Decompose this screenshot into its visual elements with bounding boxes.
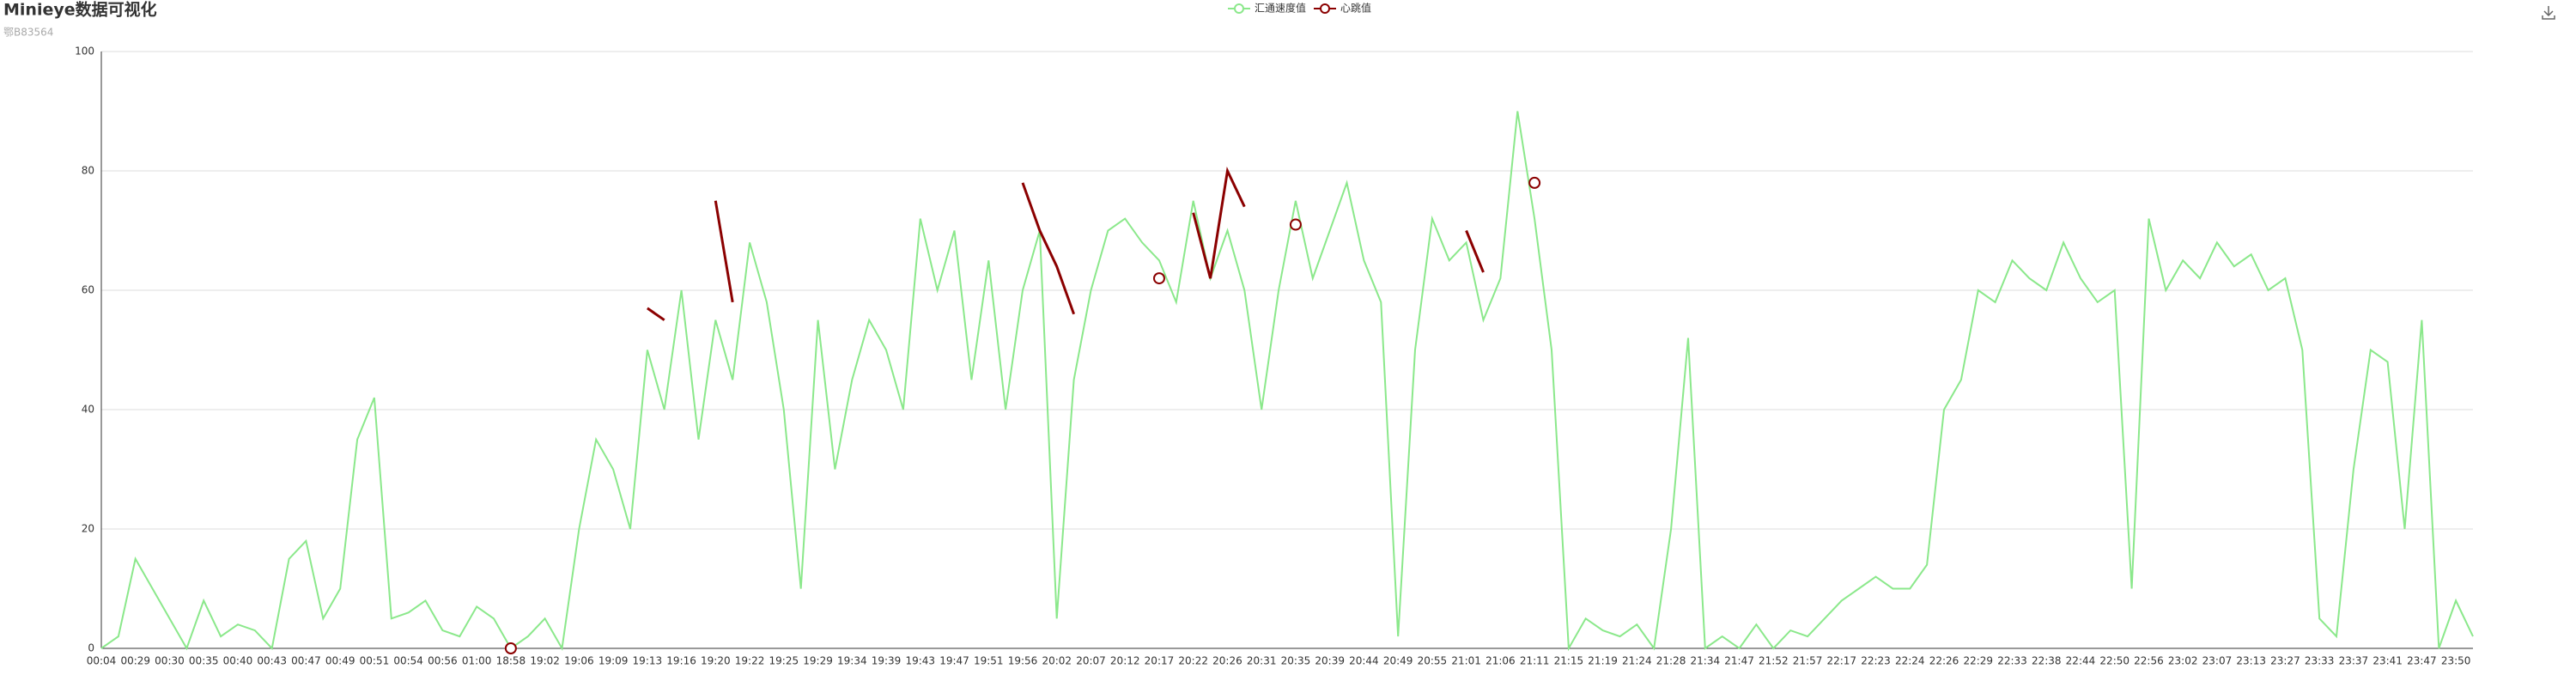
x-tick-label: 22:26: [1929, 655, 1959, 667]
point: [504, 642, 517, 654]
x-tick-label: 20:49: [1383, 655, 1413, 667]
chart-title: Minieye数据可视化: [3, 0, 157, 20]
x-tick-label: 19:47: [939, 655, 969, 667]
y-tick-label: 100: [75, 46, 94, 58]
x-tick-label: 23:47: [2407, 655, 2437, 667]
x-tick-label: 20:12: [1110, 655, 1140, 667]
x-tick-label: 19:29: [803, 655, 833, 667]
x-tick-label: 20:55: [1418, 655, 1448, 667]
x-tick-label: 00:35: [189, 655, 219, 667]
x-tick-label: 22:23: [1861, 655, 1891, 667]
x-tick-label: 20:02: [1042, 655, 1072, 667]
x-tick-label: 00:47: [291, 655, 321, 667]
series-line: [1465, 229, 1485, 273]
x-tick-label: 22:24: [1895, 655, 1925, 667]
legend-label: 汇通速度值: [1255, 2, 1306, 15]
x-tick-label: 20:39: [1315, 655, 1345, 667]
point: [1289, 218, 1302, 231]
x-tick-label: 21:47: [1724, 655, 1754, 667]
x-tick-label: 00:49: [325, 655, 355, 667]
x-tick-label: 00:51: [360, 655, 390, 667]
download-button[interactable]: [2542, 6, 2555, 20]
x-tick-label: 21:01: [1451, 655, 1481, 667]
x-tick-label: 22:44: [2066, 655, 2096, 667]
x-tick-label: 19:20: [701, 655, 731, 667]
x-tick-label: 22:17: [1826, 655, 1856, 667]
x-tick-label: 21:52: [1759, 655, 1789, 667]
x-tick-label: 22:33: [1997, 655, 2027, 667]
x-tick-label: 23:02: [2168, 655, 2198, 667]
x-tick-label: 23:41: [2372, 655, 2403, 667]
x-tick-label: 21:11: [1520, 655, 1550, 667]
x-tick-label: 22:29: [1963, 655, 1993, 667]
y-tick-label: 80: [82, 165, 94, 177]
x-tick-label: 19:16: [666, 655, 696, 667]
x-tick-label: 19:02: [530, 655, 560, 667]
x-tick-label: 00:54: [393, 655, 423, 667]
x-tick-label: 19:39: [872, 655, 902, 667]
y-tick-label: 20: [82, 523, 94, 535]
x-tick-label: 19:43: [905, 655, 935, 667]
point: [1528, 176, 1541, 189]
x-tick-label: 23:33: [2305, 655, 2335, 667]
x-tick-label: 01:00: [462, 655, 492, 667]
x-tick-label: 22:56: [2134, 655, 2164, 667]
x-tick-label: 20:22: [1178, 655, 1208, 667]
download-icon: [2542, 6, 2555, 20]
x-tick-label: 23:13: [2236, 655, 2266, 667]
x-tick-label: 20:44: [1349, 655, 1379, 667]
x-tick-label: 21:57: [1793, 655, 1823, 667]
x-tick-label: 19:56: [1008, 655, 1038, 667]
series-line: [1021, 182, 1076, 315]
x-tick-label: 19:13: [633, 655, 663, 667]
x-tick-label: 20:31: [1247, 655, 1277, 667]
x-tick-label: 20:07: [1076, 655, 1106, 667]
x-tick-label: 21:28: [1656, 655, 1686, 667]
x-tick-label: 23:37: [2339, 655, 2369, 667]
x-tick-label: 22:50: [2099, 655, 2129, 667]
x-tick-label: 00:40: [223, 655, 253, 667]
x-tick-label: 19:09: [598, 655, 629, 667]
x-tick-label: 20:35: [1281, 655, 1311, 667]
y-tick-label: 60: [82, 284, 94, 296]
legend-label: 心跳值: [1340, 2, 1371, 15]
legend-marker: [1320, 3, 1330, 14]
x-tick-label: 00:30: [155, 655, 185, 667]
x-tick-label: 00:56: [428, 655, 458, 667]
x-tick-label: 22:38: [2032, 655, 2062, 667]
x-tick-label: 00:29: [120, 655, 150, 667]
x-tick-label: 18:58: [496, 655, 526, 667]
series-line: [1192, 166, 1246, 279]
x-tick-label: 23:50: [2441, 655, 2471, 667]
x-tick-label: 19:25: [769, 655, 799, 667]
x-tick-label: 21:34: [1691, 655, 1721, 667]
x-tick-label: 19:51: [974, 655, 1004, 667]
series-line: [647, 307, 665, 321]
x-tick-label: 20:17: [1145, 655, 1175, 667]
x-tick-label: 23:27: [2270, 655, 2300, 667]
x-tick-label: 19:34: [837, 655, 867, 667]
x-tick-label: 21:15: [1554, 655, 1584, 667]
series-line: [100, 111, 2474, 652]
x-tick-label: 00:04: [87, 655, 117, 667]
chart-subtitle: 鄂B83564: [3, 27, 53, 39]
x-tick-label: 21:06: [1485, 655, 1516, 667]
point: [1152, 272, 1165, 285]
x-tick-label: 19:22: [735, 655, 765, 667]
y-tick-label: 40: [82, 404, 94, 416]
x-tick-label: 00:43: [257, 655, 287, 667]
series-line: [714, 200, 734, 303]
legend-marker: [1234, 3, 1244, 14]
x-tick-label: 21:24: [1622, 655, 1652, 667]
x-tick-label: 23:07: [2202, 655, 2233, 667]
y-tick-label: 0: [88, 642, 94, 654]
x-tick-label: 20:26: [1212, 655, 1242, 667]
x-tick-label: 19:06: [564, 655, 594, 667]
x-tick-label: 21:19: [1588, 655, 1618, 667]
